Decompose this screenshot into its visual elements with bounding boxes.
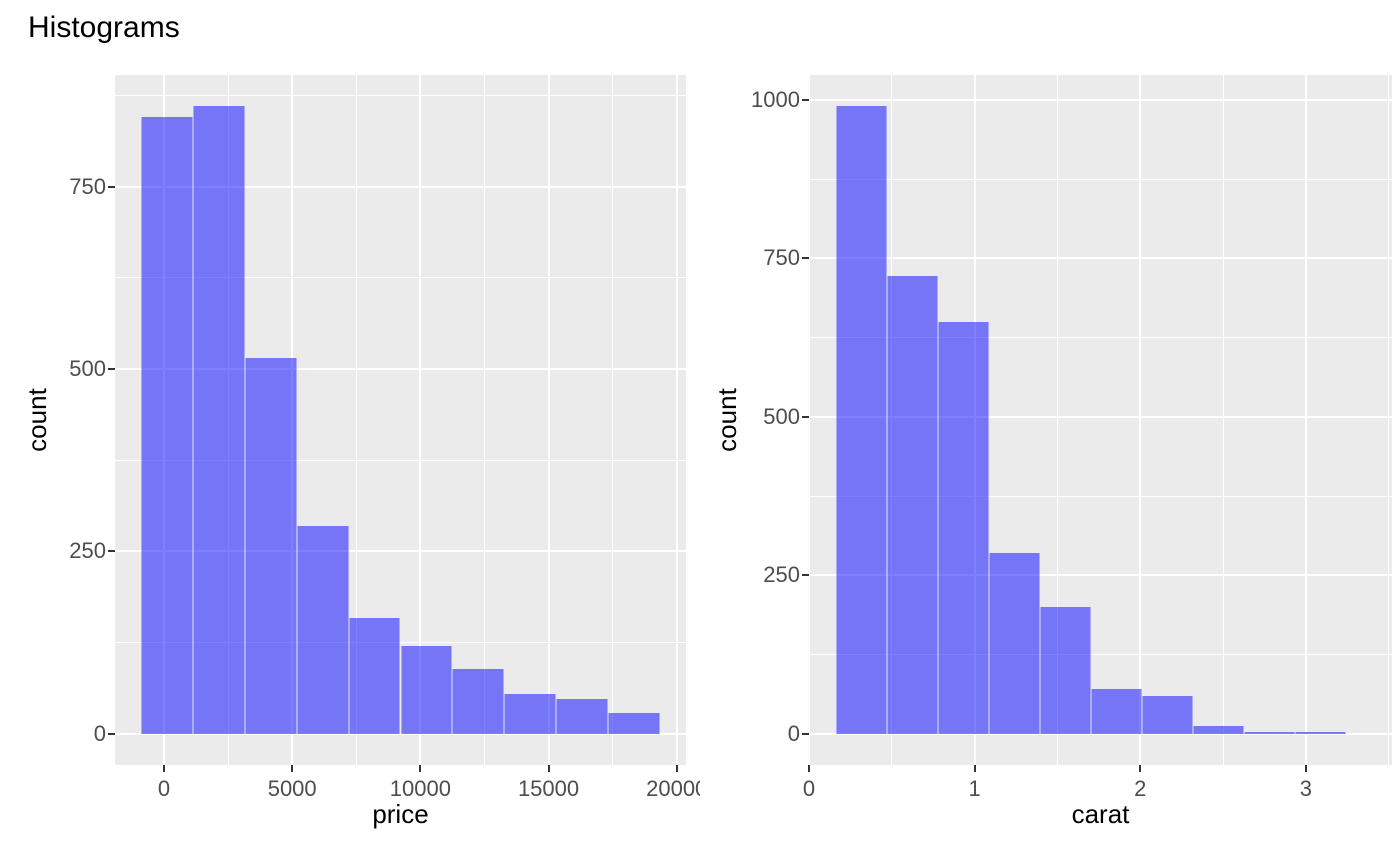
histogram-bar (244, 358, 297, 734)
x-tick-label: 3 (1299, 776, 1312, 801)
x-gridline-minor (1056, 75, 1058, 765)
y-tick-label: 250 (69, 538, 106, 564)
x-tick-mark (973, 765, 976, 772)
y-gridline-minor (809, 337, 1392, 339)
y-tick-label: 250 (763, 562, 800, 588)
histogram-bar (400, 646, 453, 734)
y-tick-label: 0 (787, 720, 800, 746)
histogram-bar (1192, 726, 1244, 734)
y-gridline-minor (115, 277, 686, 279)
carat-plot-x-axis-title: carat (1071, 799, 1130, 829)
x-tick-label: 5000 (267, 776, 317, 801)
histogram-bar (988, 553, 1040, 734)
price-histogram-panel (115, 75, 686, 765)
y-tick-label: 750 (69, 173, 106, 199)
histogram-bar (937, 321, 989, 734)
x-tick-label: 0 (157, 776, 171, 801)
y-gridline-minor (809, 653, 1392, 655)
y-tick-mark (108, 367, 115, 370)
carat-histogram-panel (808, 75, 1392, 765)
y-gridline-minor (115, 459, 686, 461)
y-tick-mark (108, 550, 115, 553)
x-tick-mark (163, 765, 166, 772)
x-gridline-minor (1222, 75, 1224, 765)
y-gridline-minor (115, 94, 686, 96)
x-tick-mark (1304, 765, 1307, 772)
x-tick-mark (291, 765, 294, 772)
histogram-bar (556, 699, 609, 734)
histogram-bar (140, 117, 193, 734)
x-tick-label: 10000 (389, 776, 451, 801)
x-gridline-major (1304, 75, 1307, 765)
y-tick-mark (108, 732, 115, 735)
x-gridline-minor (1388, 75, 1390, 765)
x-tick-label: 15000 (517, 776, 580, 801)
histogram-bar (1141, 695, 1193, 734)
histogram-bar (348, 618, 401, 734)
histogram-bar (886, 276, 938, 734)
y-gridline-minor (115, 641, 686, 643)
y-tick-mark (802, 415, 809, 418)
histogram-bar (296, 525, 349, 734)
histogram-bar (608, 713, 661, 734)
x-gridline-major (675, 75, 678, 765)
x-gridline-major (547, 75, 550, 765)
x-gridline-minor (355, 75, 357, 765)
y-tick-mark (802, 732, 809, 735)
y-tick-label: 500 (69, 355, 106, 381)
histogram-bar (1039, 606, 1091, 734)
x-tick-mark (547, 765, 550, 772)
x-gridline-minor (612, 75, 614, 765)
x-gridline-major (1139, 75, 1142, 765)
price-plot-y-axis-title: count (22, 388, 52, 452)
y-gridline-major (809, 732, 1392, 735)
carat-histogram-figure: count carat 0 1 2 3 0 250 500 750 1000 (700, 0, 1400, 866)
x-tick-label: 2 (1134, 776, 1147, 801)
histogram-bar (192, 106, 245, 734)
y-gridline-major (115, 185, 686, 188)
y-tick-mark (802, 574, 809, 577)
histogram-bar (1294, 732, 1346, 734)
y-gridline-major (809, 574, 1392, 577)
histogram-bar (452, 669, 505, 734)
y-gridline-minor (809, 495, 1392, 497)
histogram-bar (835, 106, 887, 734)
x-tick-mark (675, 765, 678, 772)
y-gridline-major (809, 257, 1392, 260)
x-gridline-major (419, 75, 422, 765)
y-gridline-major (115, 550, 686, 553)
y-gridline-major (809, 415, 1392, 418)
y-tick-mark (802, 99, 809, 102)
x-gridline-major (808, 75, 810, 765)
y-gridline-major (809, 99, 1392, 102)
y-tick-label: 1000 (751, 87, 800, 113)
y-gridline-major (115, 367, 686, 370)
x-tick-mark (1139, 765, 1142, 772)
y-tick-mark (108, 185, 115, 188)
x-tick-mark (419, 765, 422, 772)
y-gridline-minor (809, 178, 1392, 180)
y-tick-label: 750 (763, 245, 800, 271)
y-tick-mark (802, 257, 809, 260)
x-gridline-minor (483, 75, 485, 765)
histogram-bar (1243, 731, 1295, 734)
x-tick-label: 0 (802, 776, 816, 801)
page-title: Histograms (28, 11, 180, 44)
x-tick-label: 1 (968, 776, 981, 801)
y-tick-label: 0 (93, 720, 106, 746)
histogram-bar (504, 694, 557, 734)
histogram-bar (1090, 689, 1142, 734)
x-tick-mark (808, 765, 810, 772)
price-plot-x-axis-title: price (372, 799, 429, 829)
y-tick-label: 500 (763, 403, 800, 429)
y-gridline-major (115, 732, 686, 735)
